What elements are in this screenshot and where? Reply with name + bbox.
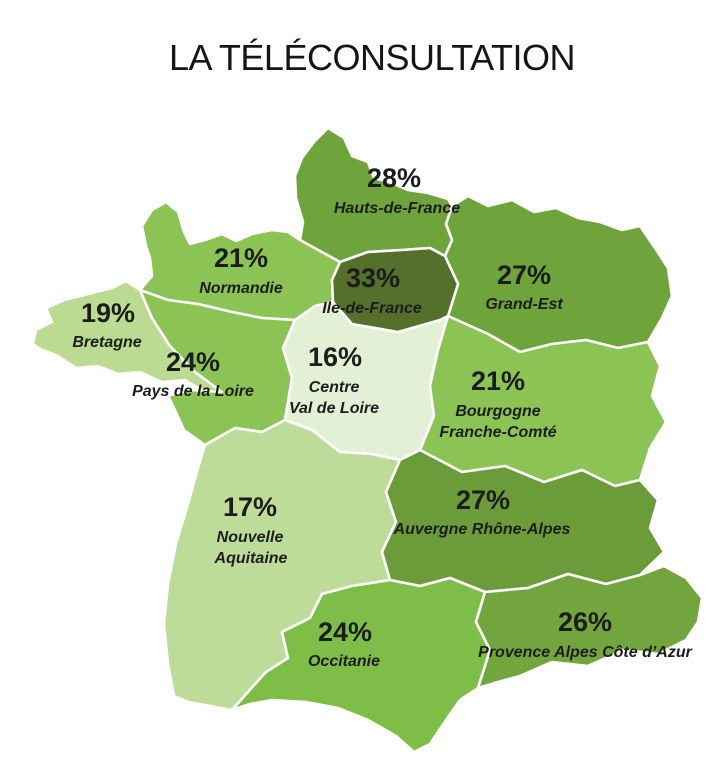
region-ile-de-france-value: 33% bbox=[346, 263, 400, 293]
region-pays-de-la-loire-value: 24% bbox=[166, 347, 220, 377]
region-occitanie-value: 24% bbox=[318, 617, 372, 647]
region-nouvelle-aquitaine-label-line2: Aquitaine bbox=[214, 550, 288, 567]
region-provence-alpes-cote-d-azur-label: Provence Alpes Côte d’Azur bbox=[478, 644, 692, 661]
region-bourgogne-franche-comte-value: 21% bbox=[471, 366, 525, 396]
region-centre-val-de-loire-value: 16% bbox=[308, 342, 362, 372]
region-hauts-de-france-shape bbox=[293, 126, 454, 264]
region-bretagne-label: Bretagne bbox=[72, 334, 141, 351]
region-centre-val-de-loire-label-line2: Val de Loire bbox=[289, 400, 379, 417]
region-provence-alpes-cote-d-azur-shape bbox=[474, 564, 704, 690]
region-hauts-de-france-label: Hauts-de-France bbox=[334, 200, 460, 217]
region-bourgogne-franche-comte-label-line2: Franche-Comté bbox=[439, 424, 556, 441]
region-nouvelle-aquitaine-value: 17% bbox=[223, 492, 277, 522]
page-title: LA TÉLÉCONSULTATION bbox=[169, 37, 575, 78]
region-ile-de-france-shape bbox=[330, 246, 460, 334]
region-occitanie-label: Occitanie bbox=[308, 653, 380, 670]
region-provence-alpes-cote-d-azur-value: 26% bbox=[558, 607, 612, 637]
region-grand-est-value: 27% bbox=[497, 260, 551, 290]
region-bretagne-value: 19% bbox=[81, 298, 135, 328]
region-centre-val-de-loire-label-line1: Centre bbox=[309, 379, 360, 396]
region-bourgogne-franche-comte-shape bbox=[418, 314, 668, 488]
region-normandie-value: 21% bbox=[214, 243, 268, 273]
region-normandie-label: Normandie bbox=[199, 280, 283, 297]
region-bourgogne-franche-comte-label-line1: Bourgogne bbox=[455, 403, 540, 420]
region-pays-de-la-loire-label: Pays de la Loire bbox=[132, 383, 254, 400]
region-hauts-de-france-value: 28% bbox=[367, 163, 421, 193]
region-grand-est-label: Grand-Est bbox=[485, 296, 563, 313]
region-auvergne-rhone-alpes-label: Auvergne Rhône-Alpes bbox=[393, 521, 571, 538]
region-auvergne-rhone-alpes-value: 27% bbox=[456, 485, 510, 515]
region-ile-de-france-label: Ile-de-France bbox=[322, 300, 422, 317]
region-nouvelle-aquitaine-label-line1: Nouvelle bbox=[217, 529, 284, 546]
